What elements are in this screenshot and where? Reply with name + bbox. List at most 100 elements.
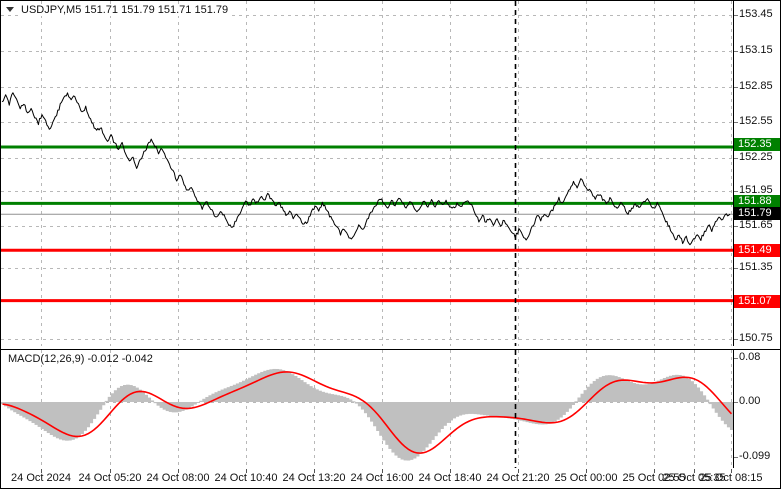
macd-bar (513, 402, 518, 420)
macd-bar (550, 402, 554, 423)
price-gridlines (1, 1, 733, 346)
macd-bar (345, 397, 350, 402)
price-badge-support[interactable]: 151.07 (734, 295, 781, 308)
price-badge-support[interactable]: 151.49 (734, 244, 781, 257)
macd-bar (653, 381, 658, 402)
symbol-header-label: USDJPY,M5 151.71 151.79 151.71 151.79 (19, 4, 231, 16)
macd-tick-label: 0.00 (739, 395, 761, 407)
macd-indicator-panel[interactable]: 0.08 0.00 -0.099 MACD(12,26,9) -0.012 -0.0… (1, 349, 780, 468)
macd-bar (65, 402, 69, 441)
macd-bar (638, 384, 643, 402)
macd-bar (110, 393, 115, 402)
macd-bar (711, 402, 716, 409)
macd-bar (421, 402, 426, 451)
macd-bar (614, 376, 618, 402)
macd-bar (528, 402, 533, 423)
macd-bar (388, 402, 392, 449)
price-tick-label: 151.35 (739, 261, 773, 273)
macd-bar (373, 402, 377, 427)
macd-bar (144, 394, 148, 402)
macd-bar (278, 369, 283, 402)
macd-bar (245, 379, 249, 402)
macd-bar (147, 397, 152, 402)
price-line (1, 92, 731, 246)
macd-bar (235, 383, 240, 402)
macd-bar (306, 384, 310, 402)
time-tick-mark (586, 469, 587, 473)
macd-bar (46, 402, 51, 434)
macd-scale[interactable]: 0.08 0.00 -0.099 (733, 350, 780, 468)
macd-bar (696, 387, 701, 402)
macd-bar (80, 402, 84, 434)
macd-tick-label: -0.099 (739, 450, 771, 462)
macd-bar (431, 402, 435, 440)
macd-bar (452, 402, 457, 419)
macd-bar (714, 402, 719, 413)
macd-bar (92, 402, 97, 419)
macd-bar (574, 401, 579, 403)
time-tick-label: 24 Oct 18:40 (418, 472, 482, 484)
macd-bar (556, 402, 560, 420)
macd-bar (449, 402, 453, 421)
macd-tick-mark (734, 402, 738, 403)
price-tick-label: 153.15 (739, 44, 773, 56)
macd-bar (424, 402, 429, 448)
macd-bar (62, 402, 66, 441)
macd-bar (400, 402, 405, 460)
macd-bar (678, 375, 682, 402)
macd-bar (135, 387, 139, 402)
chevron-down-icon[interactable] (6, 7, 14, 12)
macd-bar (1, 402, 5, 405)
macd-bar (232, 384, 237, 402)
macd-bar (34, 402, 39, 425)
macd-bar (58, 402, 63, 440)
time-axis[interactable]: 24 Oct 2024 24 Oct 05:20 24 Oct 08:00 24 Oc… (1, 469, 780, 488)
macd-bar (248, 377, 252, 402)
macd-bar (668, 375, 673, 402)
macd-bar (473, 402, 478, 415)
macd-plot-area[interactable] (1, 350, 733, 468)
macd-bar (681, 375, 685, 402)
price-badge-resistance[interactable]: 151.88 (734, 195, 781, 208)
macd-bar (562, 402, 566, 415)
macd-bar (403, 402, 408, 461)
macd-bar (342, 396, 347, 402)
macd-bar (40, 402, 45, 429)
price-plot-area[interactable] (1, 1, 733, 346)
time-tick-label: 25 Oct 00:00 (554, 472, 618, 484)
time-tick-label: 24 Oct 05:20 (78, 472, 142, 484)
macd-bar (52, 402, 57, 437)
macd-bar (251, 376, 255, 402)
time-tick-label: 25 Oct 02:55 (622, 472, 686, 484)
macd-bar (68, 402, 72, 441)
time-tick-label: 24 Oct 10:40 (214, 472, 278, 484)
price-badge-resistance[interactable]: 152.35 (734, 138, 781, 151)
macd-bar (577, 397, 582, 402)
macd-bar (86, 402, 91, 428)
macd-bar (702, 395, 707, 402)
price-badge-last-price[interactable]: 151.79 (734, 207, 781, 220)
macd-bar (238, 382, 243, 402)
macd-bar (74, 402, 78, 439)
price-tick-mark (734, 158, 738, 159)
macd-bar (309, 386, 313, 402)
macd-bar (266, 369, 270, 402)
macd-bar (25, 402, 30, 420)
price-chart-panel[interactable]: 153.45 153.15 152.85 152.55 152.25 151.95 151.… (1, 1, 781, 346)
macd-bar (443, 402, 447, 426)
macd-bar (601, 375, 606, 402)
macd-bar (504, 402, 508, 418)
price-tick-mark (734, 122, 738, 123)
macd-bar (501, 402, 505, 418)
time-tick-label: 24 Oct 08:00 (146, 472, 210, 484)
macd-bar (611, 375, 615, 402)
macd-bar (641, 384, 646, 402)
macd-bar (629, 382, 633, 402)
macd-bar (620, 378, 624, 402)
macd-bar (348, 399, 353, 402)
macd-bar (720, 402, 725, 421)
price-scale[interactable]: 153.45 153.15 152.85 152.55 152.25 151.95 151.… (733, 1, 781, 346)
macd-bar (385, 402, 389, 445)
macd-bar (275, 368, 280, 402)
